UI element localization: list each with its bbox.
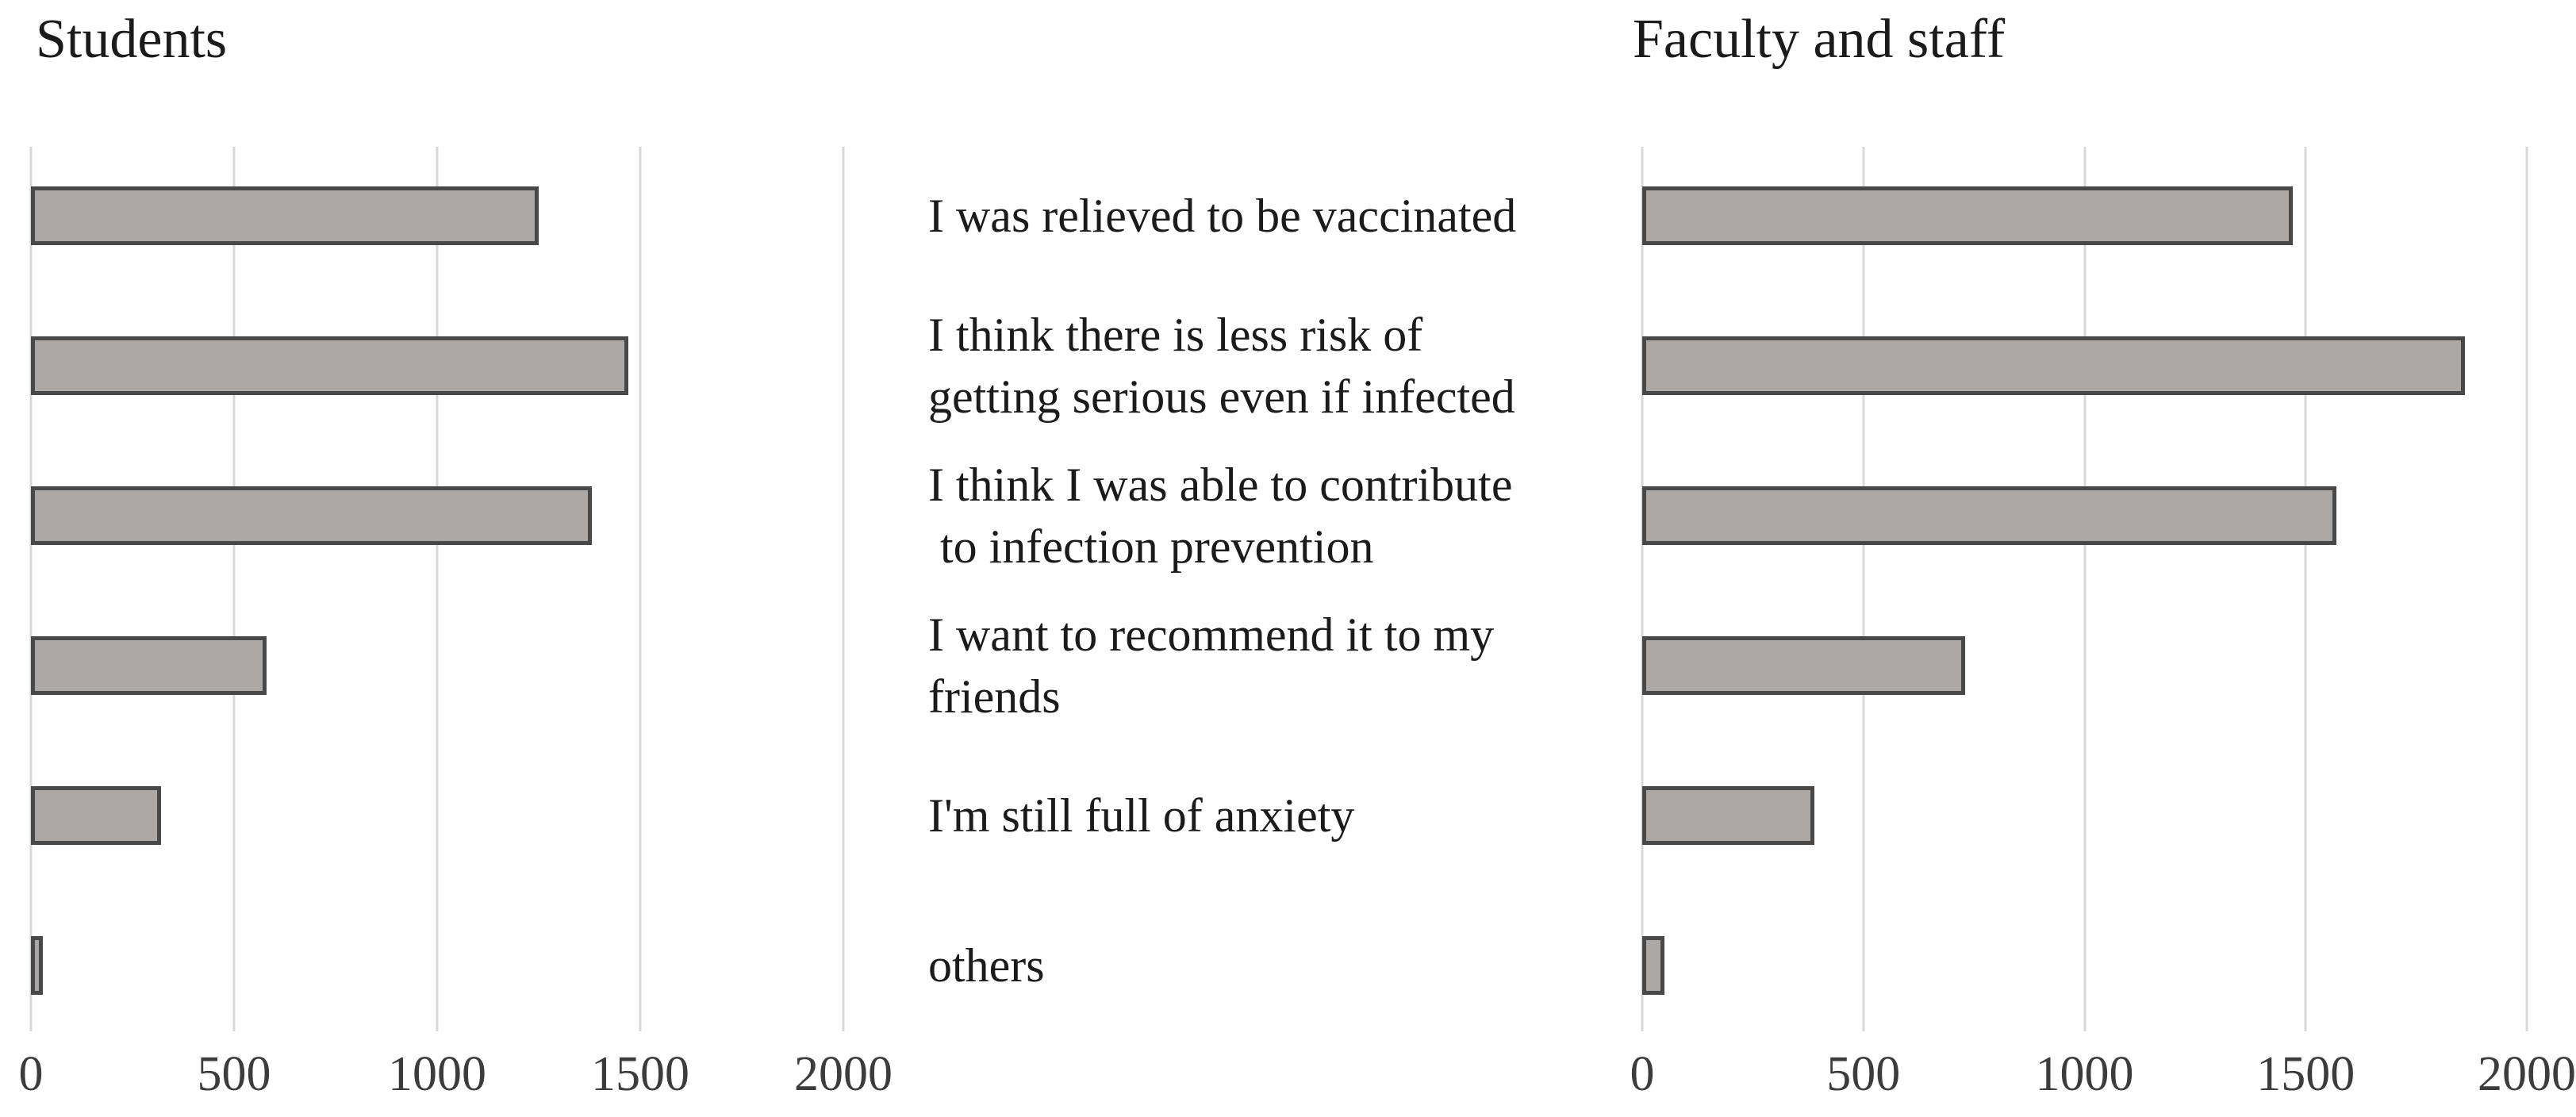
students-gridline-0 <box>29 147 33 1031</box>
category-label-5: others <box>928 939 1045 992</box>
faculty-x-tick-label-0: 0 <box>1630 1047 1655 1101</box>
faculty-bar-2 <box>1642 486 2337 545</box>
faculty-gridline-1000 <box>2083 147 2086 1031</box>
students-gridline-1500 <box>639 147 642 1031</box>
category-label-4: I'm still full of anxiety <box>928 789 1355 842</box>
faculty-x-tick-label-2000: 2000 <box>2478 1047 2576 1101</box>
faculty-plot-area: 0 500 1000 1500 2000 <box>1630 147 2576 1099</box>
faculty-gridline-1500 <box>2304 147 2307 1031</box>
faculty-bar-0 <box>1642 186 2293 245</box>
students-bar-3 <box>31 636 267 695</box>
students-x-tick-label-1000: 1000 <box>388 1047 486 1101</box>
students-bar-5 <box>31 936 44 995</box>
students-bar-1 <box>31 336 628 395</box>
faculty-gridline-0 <box>1641 147 1644 1031</box>
students-plot-area: 0 500 1000 1500 2000 <box>19 147 893 1099</box>
faculty-gridline-500 <box>1862 147 1865 1031</box>
students-x-tick-label-500: 500 <box>197 1047 271 1101</box>
students-chart-title: Students <box>36 9 228 70</box>
students-gridline-1000 <box>436 147 439 1031</box>
students-x-tick-label-0: 0 <box>18 1047 44 1101</box>
students-gridline-500 <box>232 147 236 1031</box>
faculty-x-tick-label-1500: 1500 <box>2256 1047 2355 1101</box>
faculty-x-tick-label-1000: 1000 <box>2035 1047 2134 1101</box>
category-labels-column: I was relieved to be vaccinated I think t… <box>928 147 1634 1031</box>
faculty-gridline-2000 <box>2525 147 2528 1031</box>
category-label-1: I think there is less risk of getting se… <box>928 309 1515 423</box>
faculty-bar-5 <box>1642 936 1664 995</box>
faculty-x-tick-label-500: 500 <box>1826 1047 1901 1101</box>
students-bar-0 <box>31 186 539 245</box>
faculty-bar-1 <box>1642 336 2465 395</box>
students-bar-2 <box>31 486 592 545</box>
students-x-tick-label-1500: 1500 <box>591 1047 689 1101</box>
faculty-chart-title: Faculty and staff <box>1633 9 2006 70</box>
students-x-tick-label-2000: 2000 <box>794 1047 893 1101</box>
students-bar-4 <box>31 786 161 845</box>
category-label-0: I was relieved to be vaccinated <box>928 190 1517 242</box>
students-gridline-2000 <box>842 147 845 1031</box>
faculty-bar-3 <box>1642 636 1965 695</box>
category-label-3: I want to recommend it to my friends <box>928 608 1507 723</box>
category-label-2: I think I was able to contribute to infe… <box>928 459 1513 573</box>
faculty-bar-4 <box>1642 786 1815 845</box>
